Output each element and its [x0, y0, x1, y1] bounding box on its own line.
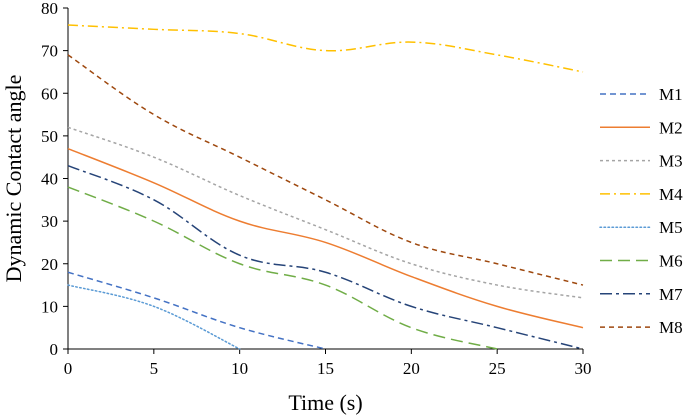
legend: M1 M2 M3 M4 M5 M6 M7 M8	[599, 85, 683, 337]
x-tick-label: 30	[575, 359, 592, 378]
legend-label-m1: M1	[659, 85, 683, 104]
series-line-m2	[67, 147, 584, 329]
x-tick-label: 15	[317, 359, 334, 378]
y-tick-label: 20	[41, 255, 58, 274]
y-tick-label: 70	[41, 42, 58, 61]
legend-label-m6: M6	[659, 252, 683, 271]
legend-label-m7: M7	[659, 285, 683, 304]
x-tick-label: 20	[403, 359, 420, 378]
x-tick-label: 25	[489, 359, 506, 378]
legend-label-m5: M5	[659, 218, 683, 237]
legend-label-m8: M8	[659, 318, 683, 337]
y-tick-label: 50	[41, 127, 58, 146]
y-tick-label: 10	[41, 297, 58, 316]
legend-label-m3: M3	[659, 152, 683, 171]
series-line-m6	[67, 186, 498, 350]
series-line-m5	[67, 284, 241, 350]
x-tick-label: 0	[64, 359, 73, 378]
y-tick-label: 60	[41, 84, 58, 103]
x-tick-label: 5	[150, 359, 159, 378]
y-tick-label: 0	[50, 340, 59, 359]
y-axis-title: Dynamic Contact angle	[1, 75, 26, 283]
legend-label-m4: M4	[659, 185, 683, 204]
series-line-m8	[67, 54, 584, 286]
y-tick-label: 80	[41, 0, 58, 18]
x-tick-label: 10	[231, 359, 248, 378]
series-line-m1	[67, 271, 326, 350]
y-tick-label: 40	[41, 170, 58, 189]
series-line-m7	[67, 165, 584, 350]
x-axis-ticks: 0 5 10 15 20 25 30	[64, 349, 592, 378]
series-line-m4	[67, 24, 584, 73]
y-axis-ticks: 0 10 20 30 40 50 60 70 80	[41, 0, 68, 359]
x-axis-title: Time (s)	[288, 390, 362, 415]
series-line-m3	[67, 126, 584, 299]
series-group	[67, 24, 584, 350]
legend-label-m2: M2	[659, 118, 683, 137]
y-tick-label: 30	[41, 212, 58, 231]
